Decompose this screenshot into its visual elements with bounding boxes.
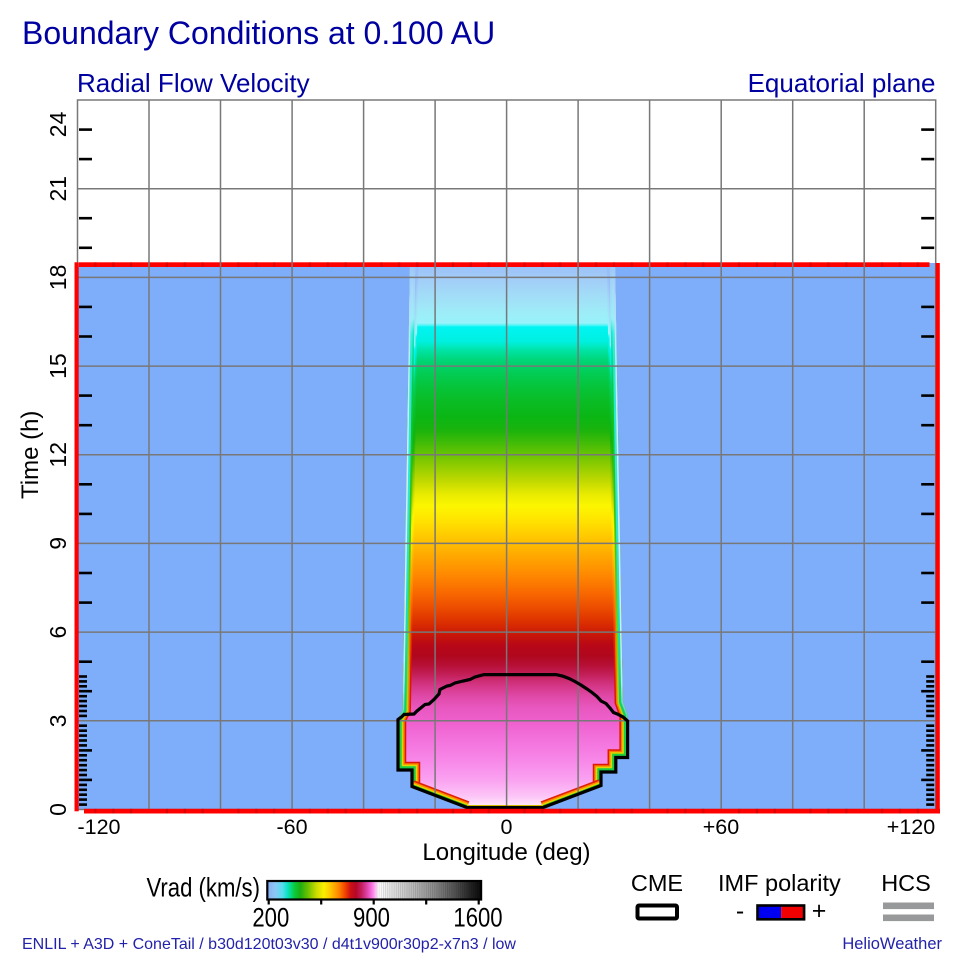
svg-text:6: 6 <box>45 626 71 639</box>
svg-text:15: 15 <box>45 353 71 379</box>
svg-text:Longitude (deg): Longitude (deg) <box>422 839 590 866</box>
svg-text:-60: -60 <box>276 815 307 839</box>
svg-text:Radial Flow Velocity: Radial Flow Velocity <box>77 68 310 98</box>
svg-text:3: 3 <box>45 714 71 727</box>
svg-text:21: 21 <box>45 176 71 202</box>
svg-text:0: 0 <box>501 815 513 839</box>
svg-text:Equatorial plane: Equatorial plane <box>748 68 936 98</box>
svg-text:-120: -120 <box>77 815 120 839</box>
svg-text:900: 900 <box>353 904 390 934</box>
svg-text:HelioWeather: HelioWeather <box>842 935 942 953</box>
svg-text:9: 9 <box>45 537 71 550</box>
svg-text:12: 12 <box>45 442 71 468</box>
svg-text:ENLIL + A3D + ConeTail / b30d1: ENLIL + A3D + ConeTail / b30d120t03v30 /… <box>22 936 516 953</box>
svg-text:+120: +120 <box>887 815 935 839</box>
svg-text:Vrad (km/s): Vrad (km/s) <box>146 874 260 904</box>
svg-text:200: 200 <box>252 904 289 934</box>
svg-text:0: 0 <box>45 803 71 816</box>
svg-text:+: + <box>812 897 827 925</box>
svg-text:24: 24 <box>45 111 71 137</box>
svg-text:HCS: HCS <box>881 870 931 896</box>
svg-text:Boundary Conditions at 0.100 A: Boundary Conditions at 0.100 AU <box>22 15 495 51</box>
svg-text:IMF polarity: IMF polarity <box>718 870 841 896</box>
svg-text:-: - <box>736 897 744 925</box>
svg-text:18: 18 <box>45 265 71 291</box>
svg-text:1600: 1600 <box>453 904 502 934</box>
svg-text:+60: +60 <box>703 815 740 839</box>
svg-text:CME: CME <box>631 870 683 896</box>
svg-text:Time (h): Time (h) <box>17 411 44 499</box>
